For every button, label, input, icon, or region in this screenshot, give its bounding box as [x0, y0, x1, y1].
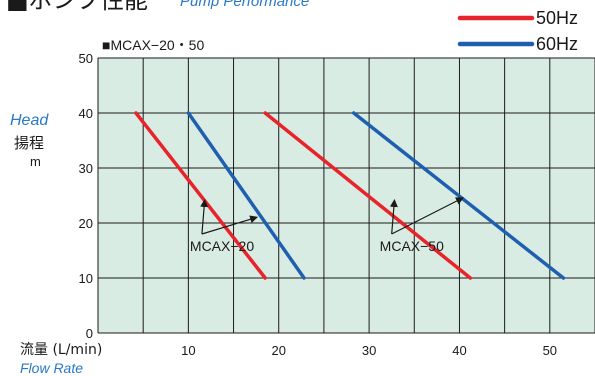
section-title-en: Pump Performance: [180, 0, 309, 10]
annotation-label: MCAX−50: [380, 238, 444, 254]
x-tick-label: 50: [543, 343, 557, 358]
y-axis-label-jp: 揚程: [14, 134, 44, 152]
annotations: MCAX−20 MCAX−50: [190, 197, 464, 254]
annotation-arrow: [201, 215, 259, 235]
y-axis-label-en: Head: [10, 112, 49, 129]
y-tick-label: 10: [79, 271, 93, 286]
annotation-arrow: [200, 199, 209, 235]
x-axis-label-en: Flow Rate: [20, 360, 83, 376]
model-label: ■MCAX−20・50: [102, 37, 204, 53]
annotation-arrow: [391, 197, 464, 235]
x-tick-label: 10: [181, 343, 195, 358]
y-tick-labels: 0 10 20 30 40 50: [79, 51, 93, 341]
y-tick-label: 20: [79, 216, 93, 231]
section-title-jp: ■ポンプ性能: [6, 0, 148, 14]
y-tick-label: 50: [79, 51, 93, 66]
series-line-mcax-20-50hz: [134, 111, 267, 280]
x-axis-label-jp: 流量 (L/min): [20, 342, 102, 358]
legend: 50Hz 60Hz: [457, 8, 578, 54]
plot-area: [98, 58, 595, 333]
series-line-mcax-50-50hz: [263, 111, 473, 280]
x-tick-label: 30: [362, 343, 376, 358]
x-tick-label: 20: [271, 343, 285, 358]
y-tick-label: 0: [86, 326, 93, 341]
series-line-mcax-50-60hz: [351, 111, 566, 280]
legend-label-60hz: 60Hz: [536, 34, 578, 54]
x-tick-labels: 10 20 30 40 50: [181, 343, 557, 358]
series-lines: [134, 111, 566, 280]
annotation-arrow: [389, 199, 398, 235]
y-tick-label: 40: [79, 106, 93, 121]
y-tick-label: 30: [79, 161, 93, 176]
legend-label-50hz: 50Hz: [536, 8, 578, 28]
y-axis-label-unit: m: [30, 154, 41, 169]
grid: [97, 57, 595, 334]
series-line-mcax-20-60hz: [186, 111, 306, 280]
x-tick-label: 40: [452, 343, 466, 358]
annotation-label: MCAX−20: [190, 238, 254, 254]
